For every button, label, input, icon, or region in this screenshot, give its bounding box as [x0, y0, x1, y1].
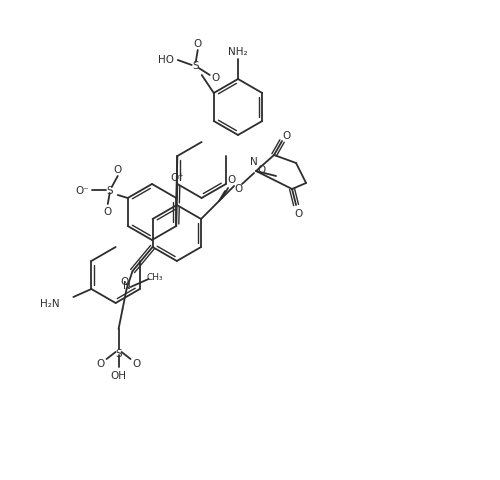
- Text: O: O: [294, 209, 302, 218]
- Text: O⁺: O⁺: [170, 173, 183, 182]
- Text: O: O: [120, 276, 128, 287]
- Text: S: S: [106, 186, 113, 195]
- Text: OH: OH: [110, 370, 126, 380]
- Text: O: O: [104, 206, 112, 216]
- Text: HO: HO: [158, 55, 174, 65]
- Text: O: O: [132, 358, 140, 368]
- Text: S: S: [116, 348, 122, 358]
- Text: S: S: [192, 61, 199, 71]
- Text: O⁻: O⁻: [75, 186, 88, 195]
- Text: O: O: [96, 358, 104, 368]
- Text: H₂N: H₂N: [40, 299, 60, 308]
- Text: N: N: [122, 280, 130, 290]
- Text: N: N: [250, 156, 258, 167]
- Text: O: O: [212, 73, 220, 83]
- Text: O: O: [227, 175, 235, 185]
- Text: NH₂: NH₂: [228, 47, 248, 57]
- Text: O: O: [282, 131, 290, 141]
- Text: O: O: [194, 39, 202, 49]
- Text: CH₃: CH₃: [146, 272, 163, 281]
- Text: O: O: [257, 165, 265, 175]
- Text: O: O: [114, 165, 122, 175]
- Text: O: O: [234, 184, 242, 193]
